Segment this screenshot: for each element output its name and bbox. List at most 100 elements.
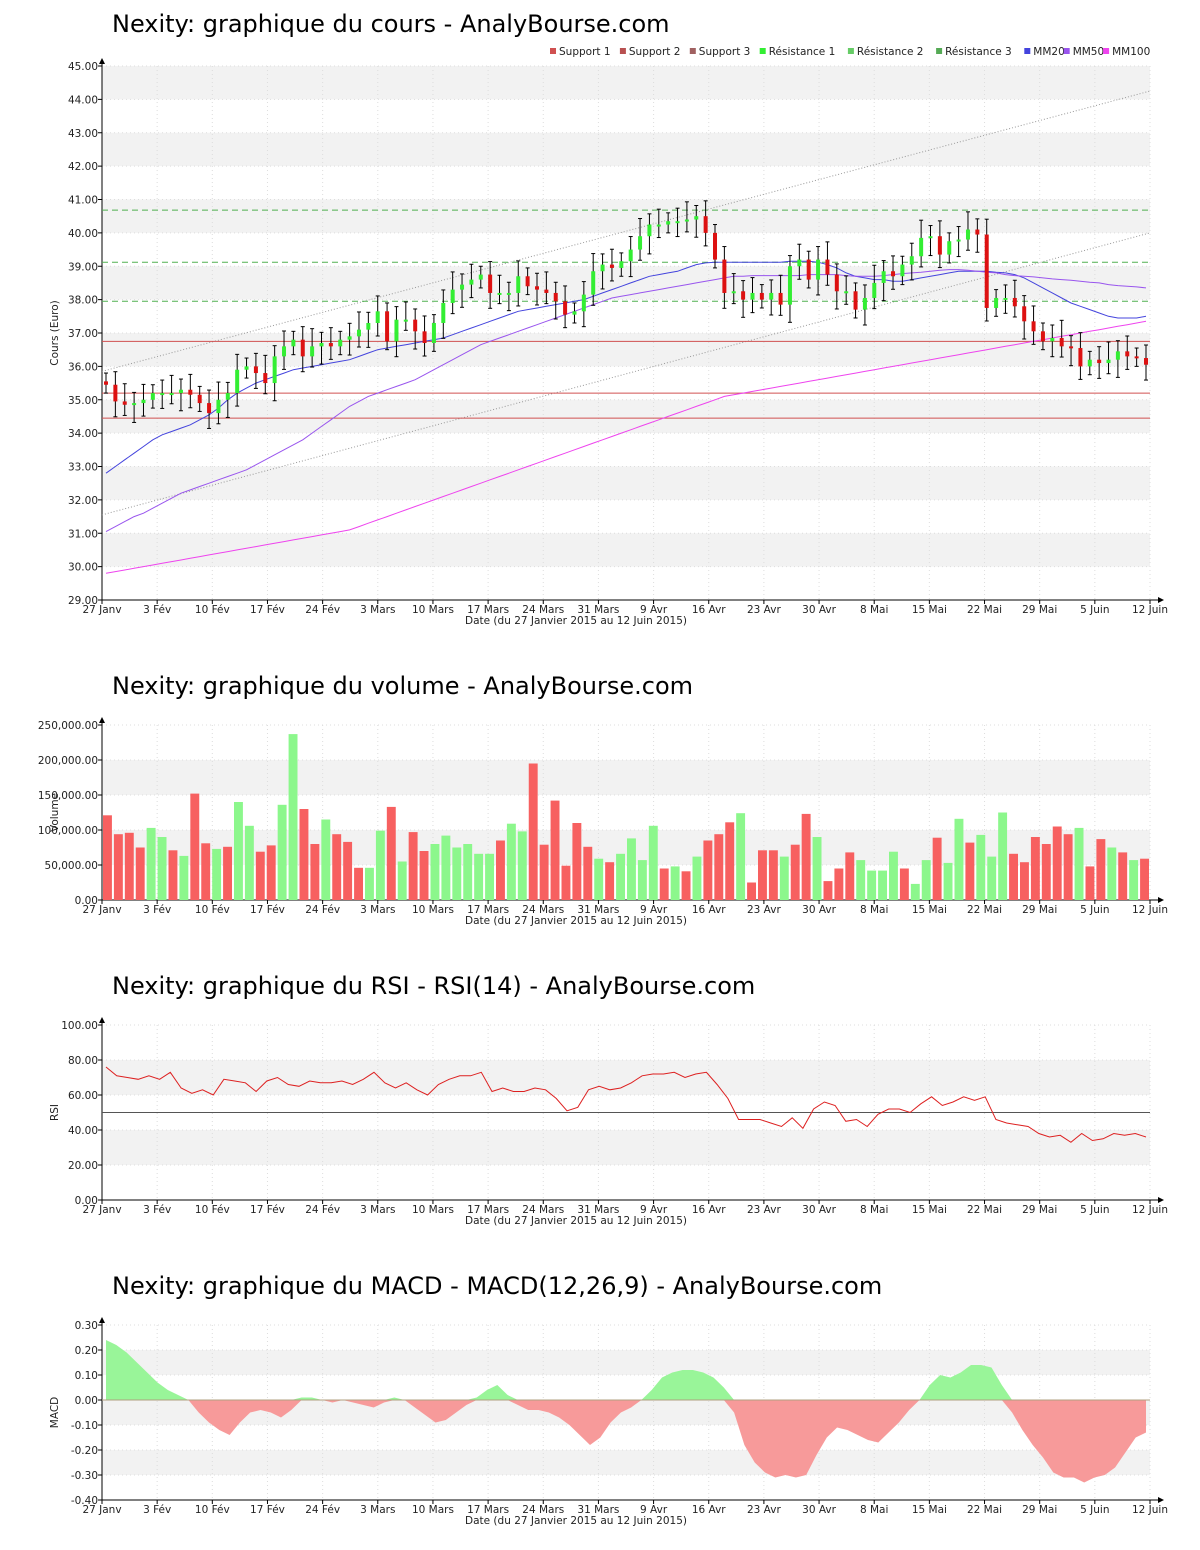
legend-swatch [847,48,854,54]
rsi-ylabel: RSI [49,1104,61,1121]
volume-bar [517,831,527,900]
volume-bar [354,867,363,900]
price-band [102,132,1150,167]
volume-bar [736,813,746,900]
macd-xtick-label: 29 Mai [1022,1504,1057,1516]
candle-body [216,399,221,414]
rsi-ytick-label: 40.00 [68,1125,98,1137]
candle-body [581,294,586,312]
legend-label: MM50 [1073,46,1104,58]
candle-body [891,271,896,277]
volume-bar [234,802,243,900]
candle-body [1040,331,1045,342]
rsi-xtick-label: 10 Fév [195,1204,230,1216]
rsi-xtick-label: 24 Mars [522,1204,564,1216]
price-ytick-label: 34.00 [68,428,98,440]
candle-body [469,279,474,285]
volume-xtick-label: 24 Fév [305,904,340,916]
rsi-ytick-label: 60.00 [68,1090,98,1102]
candle-body [441,302,446,323]
legend-swatch [1063,48,1070,54]
volume-band [102,760,1150,795]
volume-bar [223,846,232,900]
macd-chart-title: Nexity: graphique du MACD - MACD(12,26,9… [112,1272,883,1300]
volume-bar [921,860,931,900]
mm100-line [105,320,1147,574]
legend-swatch [689,48,696,54]
volume-bar [1030,837,1040,900]
candle-body [553,292,558,302]
volume-xaxis-arrow [1158,897,1164,903]
price-xtick-label: 23 Avr [747,604,781,616]
price-xtick-label: 29 Mai [1022,604,1057,616]
price-xtick-label: 24 Fév [305,604,340,616]
candle-body [300,339,305,357]
price-xtick-label: 3 Fév [143,604,171,616]
volume-xtick-label: 3 Fév [143,904,171,916]
candle-body [235,369,240,394]
candle-body [975,229,980,235]
volume-xtick-label: 27 Janv [82,904,121,916]
volume-bar [146,827,156,900]
volume-bar [943,862,953,900]
price-xtick-label: 17 Fév [250,604,285,616]
candle-body [104,381,108,385]
price-ytick-label: 30.00 [68,562,98,574]
candle-body [328,343,333,347]
price-yaxis-arrow [99,58,105,64]
volume-bar [277,804,287,900]
volume-bar [670,866,680,900]
volume-bar [954,818,964,900]
volume-bar [659,868,669,900]
macd-ytick-label: 0.10 [75,1370,98,1382]
legend-label: Support 3 [699,46,751,58]
volume-bar [681,871,691,900]
legend-label: Support 1 [559,46,611,58]
rsi-xtick-label: 22 Mai [967,1204,1002,1216]
volume-bar [103,815,112,900]
candle-body [169,393,174,396]
price-band [102,399,1150,434]
volume-bar [157,837,167,900]
price-xtick-label: 16 Avr [692,604,726,616]
volume-bar [463,844,473,900]
candle-body [225,393,230,400]
rsi-xtick-label: 8 Mai [860,1204,888,1216]
candle-body [984,234,989,308]
rsi-xaxis-arrow [1158,1197,1164,1203]
volume-ytick-label: 200,000.00 [38,755,98,767]
candle-body [947,241,952,255]
price-ytick-label: 42.00 [68,161,98,173]
volume-bar [332,834,342,900]
candle-body [113,384,118,402]
candle-body [1115,351,1120,360]
candle-body [1106,359,1111,364]
volume-bar [299,809,309,900]
volume-bar [561,865,571,900]
channel-lower-line [101,232,1151,516]
price-xtick-label: 30 Avr [802,604,836,616]
volume-bar [113,834,123,900]
macd-xtick-label: 9 Avr [640,1504,668,1516]
volume-bar [1118,852,1128,900]
volume-bar [168,850,178,900]
volume-bar [965,842,975,900]
volume-bar [856,860,866,900]
candle-body [282,346,287,357]
volume-bar [779,856,789,900]
legend-label: MM100 [1112,46,1150,58]
candle-body [422,331,427,344]
macd-xtick-label: 17 Mars [467,1504,509,1516]
macd-xtick-label: 22 Mai [967,1504,1002,1516]
volume-bar [648,825,658,900]
candle-body [413,319,418,332]
candle-body [1087,359,1092,367]
candle-body [132,403,137,406]
candle-body [253,366,258,374]
candle-body [862,297,867,310]
candle-body [460,284,465,290]
volume-bar [878,870,887,900]
volume-bar [1020,862,1029,900]
macd-ytick-label: -0.30 [71,1470,98,1482]
legend-label: Résistance 2 [857,46,924,58]
